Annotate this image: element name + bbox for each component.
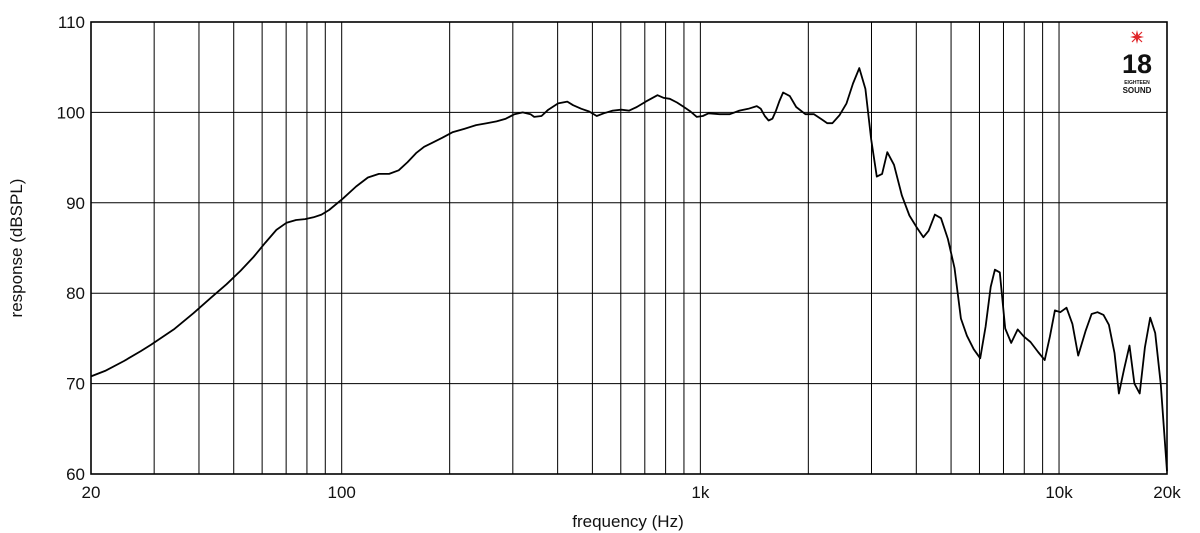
logo-star-icon [1130, 30, 1144, 44]
y-tick-label: 90 [66, 194, 85, 213]
eighteen-sound-logo: 18 EIGHTEEN SOUND [1122, 30, 1152, 95]
y-tick-labels: 60 70 80 90 100 110 [57, 13, 85, 484]
y-axis-label: response (dBSPL) [7, 179, 26, 318]
x-tick-label: 20 [82, 483, 101, 502]
y-tick-label: 110 [58, 13, 85, 32]
logo-line1: EIGHTEEN [1124, 80, 1150, 86]
y-tick-label: 70 [66, 375, 85, 394]
y-tick-label: 100 [57, 103, 85, 122]
x-axis-label: frequency (Hz) [572, 512, 683, 531]
y-tick-label: 80 [66, 284, 85, 303]
x-tick-label: 1k [691, 483, 709, 502]
x-tick-labels: 20 100 1k 10k 20k [82, 483, 1182, 502]
y-tick-label: 60 [66, 465, 85, 484]
logo-number: 18 [1122, 49, 1152, 79]
plot-frame [90, 21, 1168, 475]
grid [91, 22, 1167, 474]
logo-line2: SOUND [1123, 86, 1152, 95]
x-tick-label: 10k [1045, 483, 1073, 502]
response-curve [90, 67, 1168, 472]
x-tick-label: 100 [328, 483, 356, 502]
x-tick-label: 20k [1153, 483, 1181, 502]
